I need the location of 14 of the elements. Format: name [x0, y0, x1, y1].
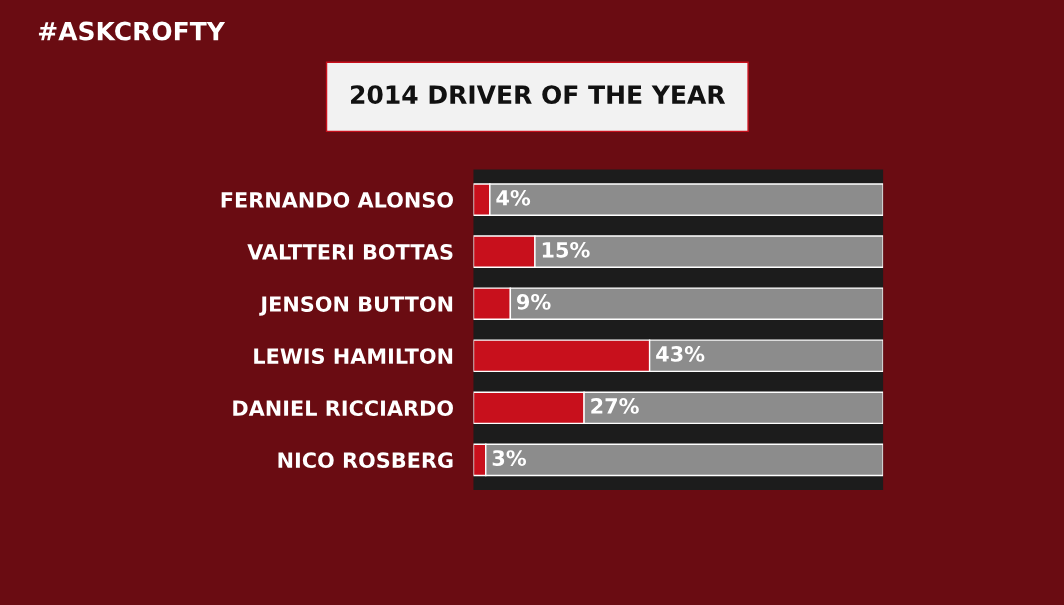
y-tick-label: FERNANDO ALONSO	[221, 192, 453, 208]
y-tick-label: DANIEL RICCIARDO	[233, 400, 453, 417]
data-label: 9%	[516, 293, 551, 310]
y-tick-label: VALTTERI BOTTAS	[247, 244, 453, 260]
data-label: 4%	[496, 189, 531, 206]
data-label: 15%	[542, 241, 590, 258]
data-label: 43%	[656, 346, 705, 362]
chart-title: 2014 DRIVER OF THE YEAR	[351, 85, 726, 105]
data-label: 3%	[492, 450, 527, 466]
y-tick-label: LEWIS HAMILTON	[254, 348, 453, 364]
text: #ASKCROFTY	[38, 21, 226, 41]
y-tick-label: JENSON BUTTON	[259, 296, 453, 316]
y-tick-label: NICO ROSBERG	[278, 452, 453, 469]
data-label: 27%	[591, 398, 639, 414]
